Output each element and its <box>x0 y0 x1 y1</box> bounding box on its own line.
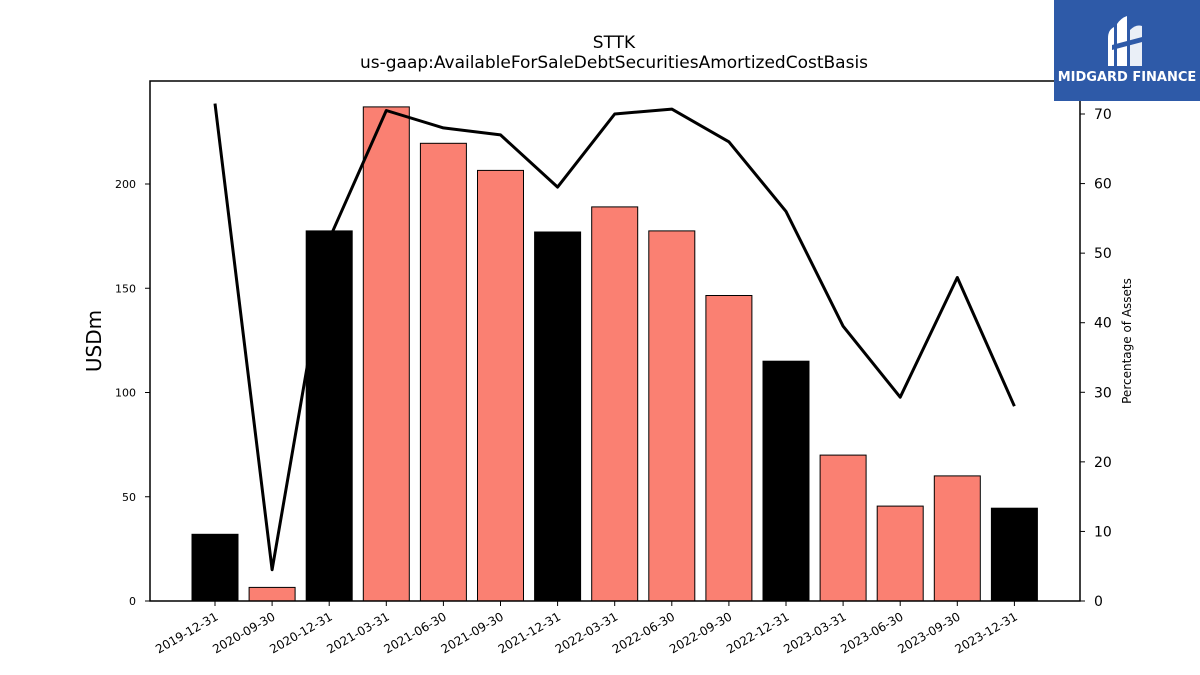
bar-2023-03-31 <box>819 454 867 602</box>
left-tick-label: 50 <box>122 491 136 504</box>
logo-mark-icon <box>1108 16 1146 66</box>
bar-2020-09-30 <box>248 586 296 602</box>
bar-2022-06-30 <box>648 230 696 602</box>
x-tick-label: 2020-12-31 <box>267 609 334 656</box>
left-axis-ticks: 0 50 100 150 200 <box>115 178 150 608</box>
chart-title: STTK <box>593 33 636 53</box>
right-tick-label: 40 <box>1094 316 1112 332</box>
x-axis-ticks: 2019-12-312020-09-302020-12-312021-03-31… <box>153 601 1020 656</box>
x-tick-label: 2021-09-30 <box>439 609 506 656</box>
left-tick-label: 0 <box>129 595 136 608</box>
bar-series <box>191 106 1038 602</box>
x-tick-label: 2023-09-30 <box>895 609 962 656</box>
right-tick-label: 60 <box>1094 177 1112 193</box>
right-tick-label: 20 <box>1094 455 1112 471</box>
left-tick-label: 100 <box>115 387 136 400</box>
x-tick-label: 2023-06-30 <box>838 609 905 656</box>
bar-2021-06-30 <box>419 142 467 602</box>
bar-2021-09-30 <box>477 169 524 602</box>
x-tick-label: 2022-06-30 <box>610 609 677 656</box>
bar-2020-12-31 <box>305 230 353 602</box>
bar-2019-12-31 <box>191 533 239 602</box>
right-tick-label: 70 <box>1094 107 1112 123</box>
bar-2022-03-31 <box>591 206 639 602</box>
right-tick-label: 30 <box>1094 385 1112 401</box>
y-axis-label-left: USDm <box>82 310 106 372</box>
bar-2023-09-30 <box>933 475 981 602</box>
left-tick-label: 200 <box>115 178 136 191</box>
right-tick-label: 0 <box>1094 594 1103 610</box>
bar-2021-03-31 <box>362 106 410 602</box>
right-axis-ticks: 0 10 20 30 40 50 60 70 <box>1080 107 1112 610</box>
x-tick-label: 2021-06-30 <box>381 609 448 656</box>
bar-2023-12-31 <box>990 507 1038 602</box>
x-tick-label: 2019-12-31 <box>153 609 220 656</box>
right-tick-label: 50 <box>1094 246 1112 262</box>
x-tick-label: 2020-09-30 <box>210 609 277 656</box>
bar-2021-12-31 <box>534 231 582 602</box>
left-tick-label: 150 <box>115 282 136 295</box>
x-tick-label: 2021-12-31 <box>496 609 563 656</box>
chart-subtitle: us-gaap:AvailableForSaleDebtSecuritiesAm… <box>360 53 868 73</box>
bar-2023-06-30 <box>876 505 924 602</box>
percentage-of-assets-line <box>213 103 1016 572</box>
x-tick-label: 2022-09-30 <box>667 609 734 656</box>
x-tick-label: 2021-03-31 <box>324 609 391 656</box>
x-tick-label: 2022-03-31 <box>553 609 620 656</box>
right-tick-label: 10 <box>1094 524 1112 540</box>
line-series <box>213 103 1016 572</box>
x-tick-label: 2022-12-31 <box>724 609 791 656</box>
bar-2022-12-31 <box>762 360 810 602</box>
x-tick-label: 2023-12-31 <box>952 609 1019 656</box>
logo-text: MIDGARD FINANCE <box>1058 70 1197 85</box>
x-tick-label: 2023-03-31 <box>781 609 848 656</box>
logo: MIDGARD FINANCE <box>1054 0 1200 101</box>
bar-2022-09-30 <box>705 295 753 602</box>
y-axis-label-right: Percentage of Assets <box>1120 278 1134 404</box>
